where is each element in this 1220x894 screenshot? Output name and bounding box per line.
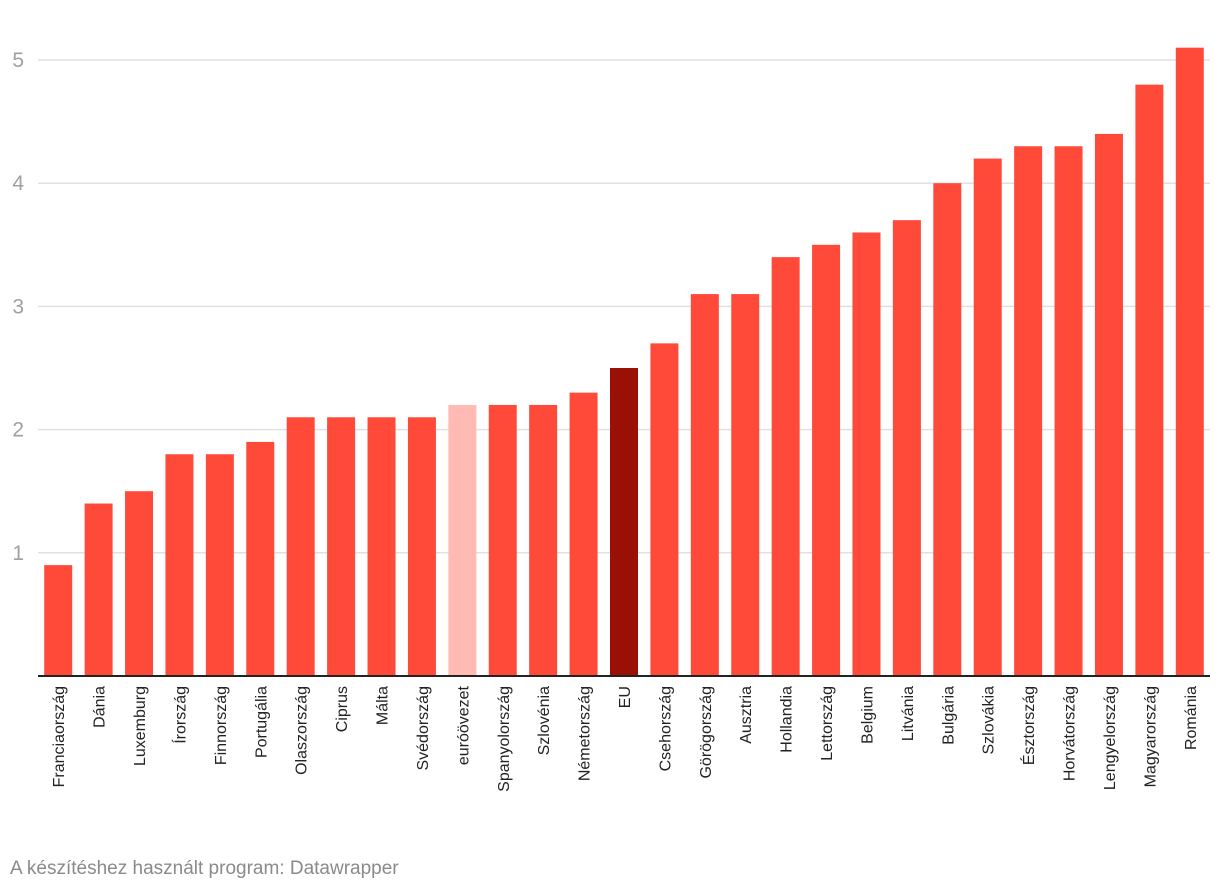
bar-Görögország xyxy=(690,294,719,676)
bar-Luxemburg xyxy=(125,491,154,676)
category-label-Szlovénia: Szlovénia xyxy=(536,686,553,755)
bar-Finnország xyxy=(205,454,234,676)
category-label-EU: EU xyxy=(617,686,634,708)
bar-Csehország xyxy=(650,343,679,676)
bar-euróövezet xyxy=(448,404,477,676)
category-label-Spanyolország: Spanyolország xyxy=(496,686,513,792)
bar-Szlovénia xyxy=(529,404,558,676)
category-label-Bulgária: Bulgária xyxy=(940,686,957,745)
category-label-Málta: Málta xyxy=(375,686,392,725)
category-label-Finnország: Finnország xyxy=(213,686,230,765)
bar-Litvánia xyxy=(892,220,921,676)
category-label-Portugália: Portugália xyxy=(253,686,270,758)
y-tick-label-5: 5 xyxy=(12,49,24,72)
bar-Dánia xyxy=(84,503,113,676)
category-label-Luxemburg: Luxemburg xyxy=(132,686,149,766)
y-tick-label-3: 3 xyxy=(12,295,24,318)
bar-Spanyolország xyxy=(488,404,517,676)
category-label-Lengyelország: Lengyelország xyxy=(1102,686,1119,790)
bar-Ausztria xyxy=(731,294,760,676)
bar-Románia xyxy=(1175,47,1204,677)
y-tick-label-1: 1 xyxy=(12,542,24,565)
category-label-Ciprus: Ciprus xyxy=(334,686,351,732)
y-tick-label-4: 4 xyxy=(12,172,24,195)
category-label-Lettország: Lettország xyxy=(819,686,836,761)
category-label-Dánia: Dánia xyxy=(92,686,109,728)
bar-Magyarország xyxy=(1135,84,1164,676)
bar-Bulgária xyxy=(933,183,962,676)
bar-Portugália xyxy=(246,441,275,676)
category-label-Magyarország: Magyarország xyxy=(1142,686,1159,787)
bar-Olaszország xyxy=(286,417,315,676)
category-label-Írország: Írország xyxy=(170,686,189,744)
category-label-Hollandia: Hollandia xyxy=(779,686,796,753)
bar-Málta xyxy=(367,417,396,676)
bar-Hollandia xyxy=(771,257,800,676)
category-label-Németország: Németország xyxy=(577,686,594,781)
bar-Horvátország xyxy=(1054,146,1083,677)
bar-Ciprus xyxy=(327,417,356,676)
bar-Szlovákia xyxy=(973,158,1002,676)
category-label-Csehország: Csehország xyxy=(657,686,674,771)
category-label-Belgium: Belgium xyxy=(859,686,876,744)
bar-Svédország xyxy=(407,417,436,676)
category-label-Görögország: Görögország xyxy=(698,686,715,779)
bar-Franciaország xyxy=(44,565,73,676)
category-label-Litvánia: Litvánia xyxy=(900,686,917,741)
y-tick-label-2: 2 xyxy=(12,419,24,442)
bar-Észtország xyxy=(1014,146,1043,677)
bar-Németország xyxy=(569,392,598,676)
category-label-Románia: Románia xyxy=(1183,686,1200,750)
bar-EU xyxy=(610,368,638,676)
category-label-Szlovákia: Szlovákia xyxy=(981,686,998,755)
category-label-euróövezet: euróövezet xyxy=(455,685,472,765)
category-label-Észtország: Észtország xyxy=(1019,686,1038,765)
credit-text: A készítéshez használt program: Datawrap… xyxy=(10,858,399,879)
category-label-Horvátország: Horvátország xyxy=(1062,686,1079,781)
category-label-Ausztria: Ausztria xyxy=(738,686,755,744)
category-label-Franciaország: Franciaország xyxy=(51,686,68,787)
bar-Lettország xyxy=(812,244,841,677)
bar-Írország xyxy=(165,454,194,676)
category-label-Svédország: Svédország xyxy=(415,686,432,771)
category-label-Olaszország: Olaszország xyxy=(294,686,311,775)
bar-Belgium xyxy=(852,232,881,677)
bar-Lengyelország xyxy=(1094,133,1123,677)
